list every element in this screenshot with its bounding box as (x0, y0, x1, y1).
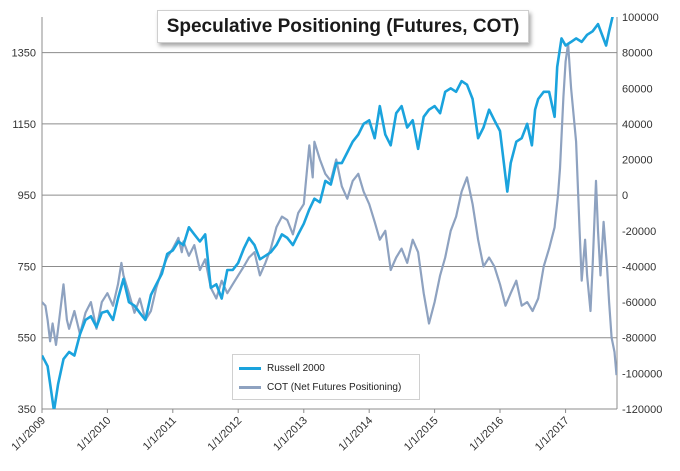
y-right-tick-label: 100000 (622, 12, 659, 24)
x-tick-label: 1/1/2017 (533, 415, 572, 454)
series-line-russell-2000 (42, 17, 614, 409)
legend-item-russell: Russell 2000 (239, 360, 325, 376)
chart-title-box: Speculative Positioning (Futures, COT) (157, 10, 529, 43)
x-tick-label: 1/1/2009 (9, 415, 48, 454)
x-tick-label: 1/1/2011 (141, 415, 179, 453)
x-tick-label: 1/1/2010 (75, 415, 114, 454)
y-right-tick-label: 80000 (622, 48, 653, 60)
series-line-cot (42, 42, 617, 376)
y-right-tick-label: 0 (622, 190, 628, 202)
y-right-tick-label: -60000 (622, 297, 656, 309)
y-left-tick-label: 750 (18, 261, 36, 273)
legend-label-russell: Russell 2000 (267, 362, 325, 374)
legend-item-cot: COT (Net Futures Positioning) (239, 379, 401, 395)
chart-title: Speculative Positioning (Futures, COT) (166, 15, 520, 37)
y-left-tick-label: 1350 (12, 48, 36, 60)
y-right-tick-label: 20000 (622, 155, 653, 167)
x-tick-label: 1/1/2016 (467, 415, 506, 454)
y-right-tick-label: 60000 (622, 83, 653, 95)
y-left-tick-label: 550 (18, 333, 36, 345)
legend: Russell 2000 COT (Net Futures Positionin… (232, 354, 420, 400)
legend-swatch-cot (239, 385, 261, 389)
y-right-tick-label: -120000 (622, 404, 662, 416)
y-left-tick-label: 1150 (12, 119, 36, 131)
x-tick-label: 1/1/2012 (206, 415, 245, 454)
legend-swatch-russell (239, 366, 261, 370)
x-tick-label: 1/1/2013 (271, 415, 310, 454)
y-right-tick-label: 40000 (622, 119, 653, 131)
y-right-tick-label: -100000 (622, 368, 662, 380)
legend-label-cot: COT (Net Futures Positioning) (267, 381, 402, 393)
x-tick-label: 1/1/2014 (337, 415, 376, 454)
y-right-tick-label: -40000 (622, 261, 656, 273)
y-left-tick-label: 950 (18, 190, 36, 202)
y-left-tick-label: 350 (18, 404, 36, 416)
y-right-tick-label: -80000 (622, 333, 656, 345)
x-tick-label: 1/1/2015 (402, 415, 441, 454)
y-right-tick-label: -20000 (622, 226, 656, 238)
